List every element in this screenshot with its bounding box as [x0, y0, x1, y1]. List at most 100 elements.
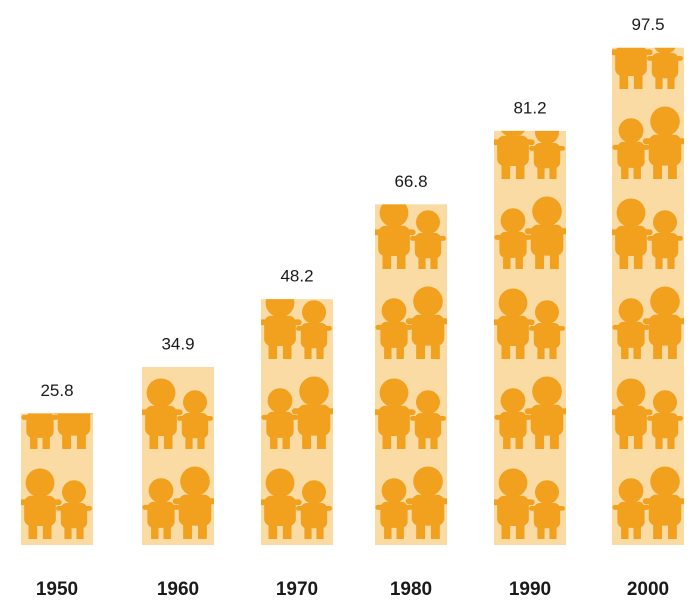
figure-arm	[177, 416, 213, 421]
figure-leg	[151, 523, 159, 539]
figure-group	[612, 47, 684, 539]
figure-leg	[418, 254, 426, 269]
figure-leg	[633, 71, 643, 89]
figure-arm	[647, 416, 683, 421]
figure-leg	[384, 343, 392, 359]
figure-arm	[494, 234, 532, 240]
figure-leg	[655, 74, 663, 89]
figure-leg	[76, 524, 84, 539]
figure-leg	[549, 164, 557, 179]
figure-leg	[619, 71, 629, 89]
figure-leg	[282, 341, 292, 359]
figure-leg	[282, 433, 290, 449]
figure-leg	[382, 431, 392, 449]
figure-arm	[291, 408, 333, 415]
figure-leg	[667, 74, 675, 89]
figure-arm	[21, 499, 62, 506]
figure-leg	[535, 250, 545, 269]
figure-leg	[621, 163, 629, 179]
figure-leg	[76, 430, 86, 449]
figure-head	[180, 466, 210, 497]
figure-leg	[503, 253, 511, 269]
figure-head	[183, 390, 207, 415]
figure-leg	[42, 521, 52, 539]
figure-leg	[197, 434, 205, 449]
value-label: 25.8	[40, 381, 73, 400]
figure-leg	[667, 340, 677, 359]
figure-leg	[163, 431, 173, 449]
figure-leg	[30, 433, 38, 449]
figure-leg	[382, 251, 392, 269]
figure-arm	[261, 499, 302, 506]
figure-arm	[642, 138, 684, 145]
figure-leg	[384, 523, 392, 539]
figure-leg	[42, 433, 50, 449]
figure-head	[535, 480, 559, 505]
figure-leg	[667, 520, 677, 539]
figure-leg	[653, 520, 663, 539]
figure-leg	[619, 431, 629, 449]
figure-head	[616, 378, 646, 408]
figure-leg	[149, 431, 159, 449]
figure-leg	[633, 431, 643, 449]
value-label: 97.5	[631, 15, 664, 34]
figure-group	[261, 299, 333, 539]
figure-leg	[430, 254, 438, 269]
figure-arm	[172, 498, 214, 505]
figure-leg	[416, 340, 426, 359]
figure-arm	[296, 506, 332, 511]
figure-leg	[503, 433, 511, 449]
figure-leg	[163, 523, 171, 539]
figure-leg	[396, 431, 406, 449]
figure-head	[148, 478, 174, 504]
figure-group	[21, 413, 93, 539]
figure-arm	[261, 414, 299, 420]
x-tick-label: 1960	[157, 579, 199, 600]
figure-head	[618, 478, 644, 504]
figure-leg	[655, 254, 663, 269]
figure-head	[302, 300, 326, 325]
figure-leg	[430, 520, 440, 539]
figure-head	[146, 378, 176, 408]
figure-arm	[642, 498, 684, 505]
figure-head	[498, 288, 528, 318]
figure-leg	[653, 160, 663, 179]
figure-arm	[410, 236, 446, 241]
figure-leg	[396, 251, 406, 269]
figure-leg	[316, 524, 324, 539]
figure-head	[299, 376, 329, 407]
figure-leg	[270, 433, 278, 449]
figure-head	[650, 286, 680, 317]
figure-arm	[612, 144, 650, 150]
figure-arm	[142, 504, 180, 510]
figure-leg	[619, 251, 629, 269]
figure-head	[265, 299, 295, 318]
figure-leg	[549, 250, 559, 269]
figure-arm	[494, 139, 535, 146]
figure-arm	[375, 504, 413, 510]
figure-leg	[197, 520, 207, 539]
figure-head	[618, 118, 644, 144]
figure-head	[653, 390, 677, 415]
figure-leg	[501, 341, 511, 359]
figure-leg	[418, 434, 426, 449]
figure-leg	[515, 433, 523, 449]
figure-leg	[633, 251, 643, 269]
figure-arm	[529, 326, 565, 331]
figure-head	[535, 130, 559, 145]
figure-leg	[304, 344, 312, 359]
figure-head	[498, 468, 528, 498]
figure-leg	[621, 343, 629, 359]
figure-leg	[667, 160, 677, 179]
figure-head	[532, 196, 562, 227]
figure-leg	[268, 521, 278, 539]
figure-head	[501, 130, 525, 138]
figure-leg	[633, 163, 641, 179]
figure-leg	[64, 524, 72, 539]
figure-arm	[612, 409, 653, 416]
figure-leg	[549, 344, 557, 359]
figure-arm	[375, 324, 413, 330]
figure-arm	[261, 319, 302, 326]
figure-arm	[524, 408, 566, 415]
figure-arm	[524, 228, 566, 235]
